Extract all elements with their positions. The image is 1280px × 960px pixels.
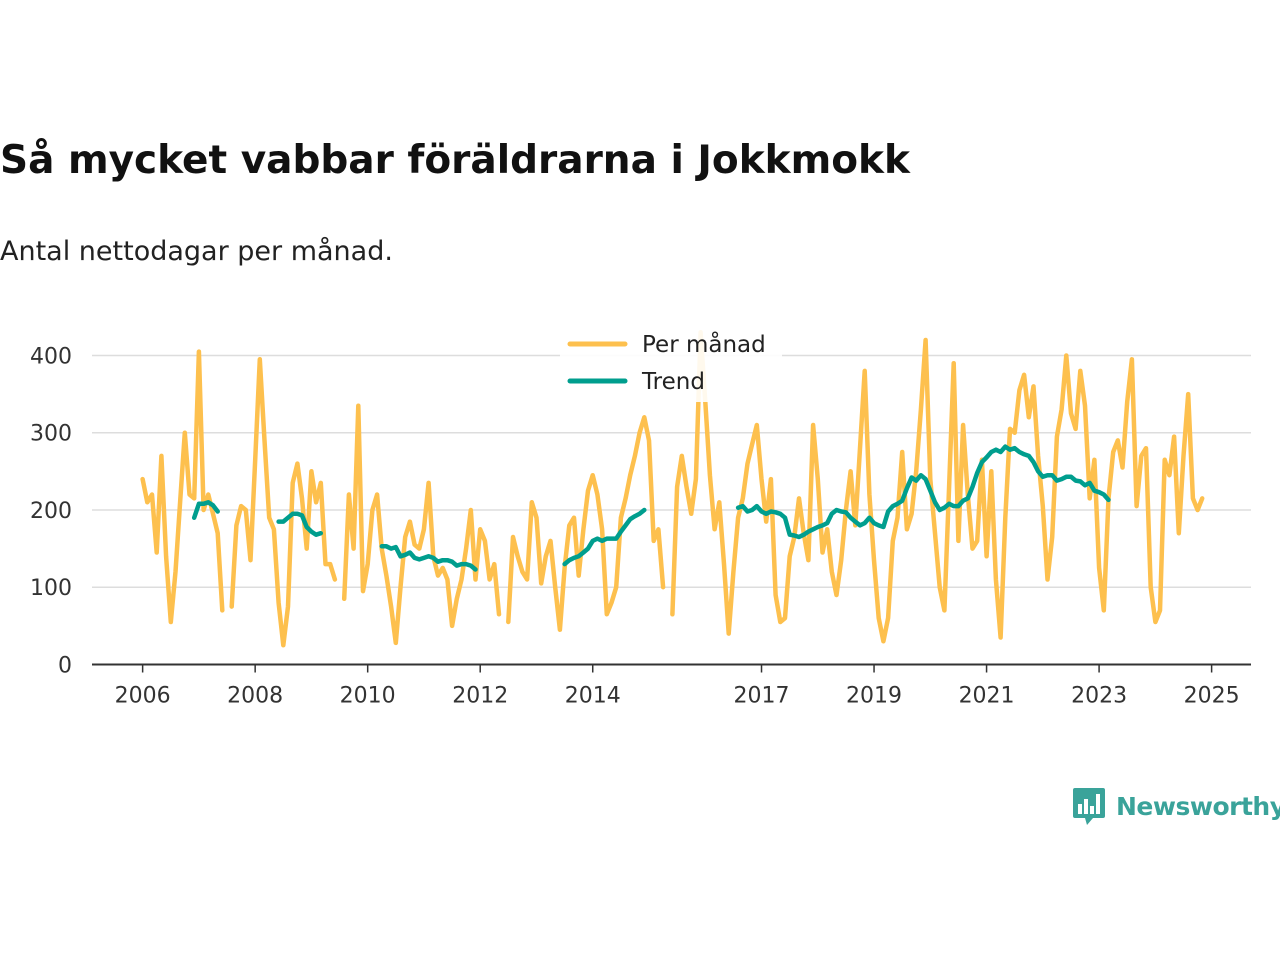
monthly-line-segment [341,403,502,646]
x-tick-label: 2006 [115,684,171,709]
monthly-line-segment [140,349,225,625]
x-tick-label: 2008 [227,684,283,709]
y-tick-label: 100 [30,576,72,601]
x-tick-label: 2025 [1184,684,1240,709]
axes: 0 100 200 300 400 2006 2008 2010 2012 2014 2017 201… [30,344,1251,709]
legend: Per månad Trend [560,324,782,402]
series-trend [191,444,1111,572]
y-tick-label: 300 [30,422,72,447]
x-tick-label: 2019 [846,684,902,709]
newsworthy-brand[interactable]: Newsworthy [1072,786,1280,826]
monthly-line-segment [670,330,1205,644]
trend-line-segment [735,444,1111,540]
brand-name: Newsworthy [1116,791,1280,821]
x-tick-label: 2023 [1071,684,1127,709]
y-tick-label: 200 [30,499,72,524]
chart-title: Så mycket vabbar föräldrarna i Jokkmokk [0,138,910,183]
trend-line-segment [379,544,478,572]
x-tick-label: 2014 [565,684,621,709]
legend-label-monthly: Per månad [642,330,766,358]
newsworthy-logo-icon [1073,788,1105,825]
x-tick-label: 2017 [734,684,790,709]
series-monthly [140,330,1205,648]
trend-line-segment [191,500,220,520]
legend-label-trend: Trend [641,369,705,395]
chart-subtitle: Antal nettodagar per månad. [0,236,393,267]
x-tick-label: 2010 [340,684,396,709]
trend-line-segment [562,507,647,567]
legend-background [560,324,782,402]
monthly-line-segment [506,415,666,632]
y-tick-label: 0 [58,654,72,679]
monthly-line-segment [229,357,338,648]
x-tick-label: 2012 [452,684,508,709]
trend-line-segment [276,511,324,537]
y-tick-label: 400 [30,344,72,369]
series-lines [140,330,1205,648]
x-tick-label: 2021 [959,684,1015,709]
